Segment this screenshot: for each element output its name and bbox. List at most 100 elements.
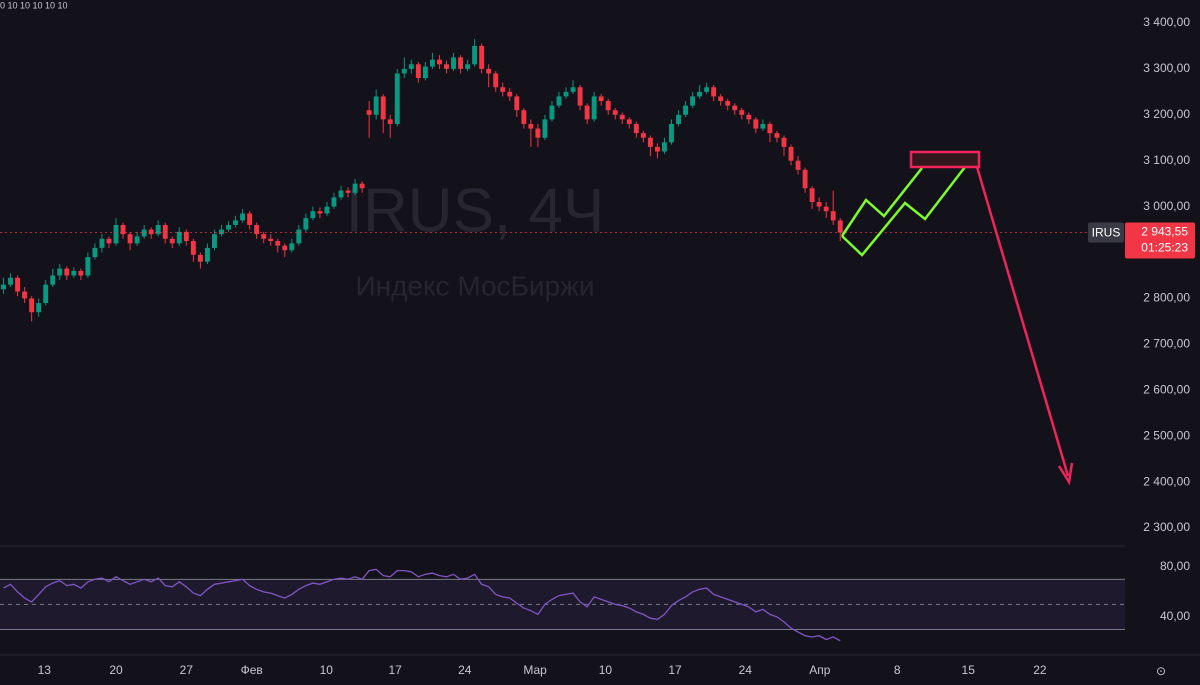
candle-body <box>338 190 344 198</box>
x-tick-label: 24 <box>458 663 472 677</box>
candle-body <box>183 231 189 242</box>
candle-body <box>781 137 787 147</box>
candle-body <box>240 213 246 221</box>
candle-body <box>830 211 836 221</box>
x-tick-label: 13 <box>38 663 52 677</box>
candle-body <box>718 96 724 102</box>
candle-body <box>802 169 808 189</box>
candle-body <box>816 202 822 207</box>
candle-body <box>296 229 302 244</box>
candle-body <box>78 270 84 276</box>
candle-body <box>92 247 98 258</box>
x-tick-label: 27 <box>180 663 194 677</box>
candle-body <box>233 220 239 225</box>
candle-body <box>500 87 506 92</box>
last-price-label: 2 943,55 <box>1141 225 1188 239</box>
y-tick-label: 3 000,00 <box>1143 199 1190 213</box>
candle-body <box>148 229 154 235</box>
settings-icon[interactable]: ⊙ <box>1156 664 1166 678</box>
drawings <box>840 150 1074 486</box>
candle-body <box>633 123 639 134</box>
candle-body <box>690 96 696 106</box>
candle-body <box>169 238 175 244</box>
candle-body <box>640 133 646 138</box>
y-tick-label: 3 100,00 <box>1143 153 1190 167</box>
symbol-label: IRUS <box>1092 226 1121 240</box>
y-tick-label: 2 800,00 <box>1143 291 1190 305</box>
candle-body <box>472 45 478 65</box>
x-tick-label: 15 <box>962 663 976 677</box>
candle-body <box>479 45 485 69</box>
candle-body <box>795 160 801 170</box>
candle-body <box>401 68 407 74</box>
candle-body <box>408 64 414 69</box>
candle-body <box>732 105 738 111</box>
watermark-title: IRUS, 4Ч <box>346 176 604 245</box>
candle-body <box>767 123 773 134</box>
candle-body <box>106 238 112 244</box>
candle-body <box>823 206 829 212</box>
candle-body <box>669 123 674 143</box>
x-tick-label: 17 <box>388 663 402 677</box>
candle-body <box>654 146 660 152</box>
countdown-label: 01:25:23 <box>1141 241 1188 255</box>
candle-body <box>226 224 231 230</box>
rsi-tick-label: 80,00 <box>1160 559 1190 573</box>
x-tick-label: 8 <box>894 663 901 677</box>
candle-body <box>366 110 372 115</box>
candle-body <box>219 229 224 235</box>
candle-body <box>155 224 161 235</box>
candle-body <box>514 96 520 111</box>
candle-body <box>57 268 63 276</box>
candle-body <box>753 119 759 129</box>
candle-body <box>528 123 534 129</box>
candle-body <box>317 211 323 214</box>
candle-body <box>394 73 400 124</box>
candle-body <box>190 241 196 255</box>
candle-body <box>422 66 428 79</box>
candle-body <box>451 57 456 69</box>
candle-body <box>204 247 210 262</box>
candle-body <box>486 68 492 74</box>
candle-body <box>373 96 379 115</box>
candle-body <box>788 146 794 161</box>
candle-body <box>324 206 330 214</box>
candle-body <box>352 183 358 193</box>
candle-body <box>647 137 653 147</box>
x-tick-label: 17 <box>668 663 682 677</box>
candle-body <box>29 298 35 313</box>
candle-body <box>282 245 288 251</box>
x-tick-label: Фев <box>241 663 263 677</box>
candle-body <box>570 87 576 92</box>
candle-body <box>444 64 449 69</box>
candle-body <box>247 213 253 225</box>
y-tick-label: 3 200,00 <box>1143 107 1190 121</box>
y-tick-label: 2 300,00 <box>1143 520 1190 534</box>
candle-body <box>563 91 569 97</box>
candle-body <box>141 229 147 237</box>
candle-body <box>22 291 28 299</box>
candle-body <box>697 91 703 97</box>
candle-body <box>275 241 281 246</box>
candle-body <box>176 231 182 244</box>
candle-body <box>577 87 583 106</box>
candle-body <box>626 119 632 124</box>
candle-body <box>380 96 386 120</box>
candle-body <box>331 197 337 207</box>
candle-body <box>127 234 133 244</box>
candle-body <box>1 284 6 290</box>
candle-body <box>120 224 126 235</box>
candle-body <box>676 114 681 124</box>
candle-body <box>612 110 618 115</box>
watermark-subtitle: Индекс МосБиржи <box>355 270 594 301</box>
y-tick-label: 3 300,00 <box>1143 61 1190 75</box>
forecast-arrow <box>975 166 1070 477</box>
candle-body <box>584 105 590 120</box>
candle-body <box>254 224 260 235</box>
candle-body <box>36 303 42 313</box>
forecast-zigzag <box>841 166 966 257</box>
candle-body <box>43 284 49 304</box>
candle-body <box>760 123 766 129</box>
